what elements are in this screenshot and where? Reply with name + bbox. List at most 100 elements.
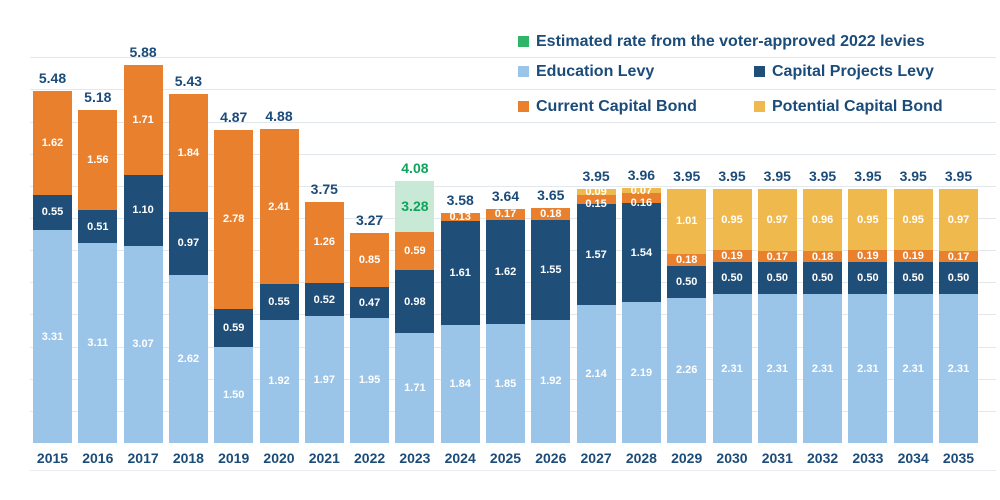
legend-label-estimated: Estimated rate from the voter-approved 2…	[536, 33, 925, 50]
total-label-2032: 3.95	[808, 168, 837, 184]
bar-segment-current-capital-bond-2020	[259, 129, 299, 285]
total-label-2017: 5.88	[129, 43, 157, 60]
bar-value-label-capital-projects-2025: 1.62	[494, 265, 517, 278]
year-label-2028: 2028	[625, 450, 657, 466]
bar-segment-education-2034	[893, 294, 933, 443]
bar-value-label-current-capital-bond-2031: 0.17	[766, 250, 788, 263]
bar-segment-potential-capital-bond-2030	[712, 189, 752, 251]
bar-segment-capital-projects-2026	[531, 219, 571, 320]
bar-segment-education-2027	[576, 305, 616, 443]
bar-value-label-capital-projects-2035: 0.50	[947, 272, 970, 285]
bar-value-label-current-capital-bond-2022: 0.85	[358, 254, 381, 267]
bar-segment-education-2031	[757, 294, 797, 443]
year-label-2034: 2034	[897, 450, 929, 466]
bar-value-label-education-2026: 1.92	[540, 375, 562, 388]
gridline	[30, 186, 996, 187]
bar-segment-capital-projects-2028	[621, 203, 661, 303]
bar-value-label-capital-projects-2027: 1.57	[585, 248, 607, 261]
total-label-2019: 4.87	[220, 108, 248, 125]
year-label-2016: 2016	[82, 450, 114, 466]
bar-value-label-potential-capital-bond-2027: 0.09	[585, 185, 607, 198]
year-label-2017: 2017	[127, 450, 159, 466]
bar-segment-potential-capital-bond-2027	[576, 189, 616, 195]
total-label-2031: 3.95	[763, 168, 791, 184]
gridline	[30, 154, 996, 155]
bar-segment-capital-projects-2024	[440, 221, 480, 325]
total-label-2024: 3.58	[446, 191, 474, 208]
bar-value-label-current-capital-bond-2019: 2.78	[222, 213, 245, 226]
bar-segment-current-capital-bond-2021	[304, 201, 344, 283]
bar-segment-current-capital-bond-2028	[621, 192, 661, 204]
bar-value-label-current-capital-bond-2020: 2.41	[268, 200, 290, 213]
bar-value-label-education-2028: 2.19	[630, 366, 653, 379]
year-label-2033: 2033	[852, 450, 884, 466]
legend-label-capital-projects: Capital Projects Levy	[772, 63, 934, 80]
legend-label-current-bond: Current Capital Bond	[536, 98, 697, 115]
potential-bond-legend-swatch-icon	[754, 101, 765, 112]
bar-segment-current-capital-bond-2016	[78, 109, 118, 211]
year-label-2020: 2020	[263, 450, 295, 466]
year-label-2022: 2022	[354, 450, 386, 466]
bar-segment-education-2030	[712, 294, 752, 443]
estimated-legend-swatch-icon	[518, 36, 529, 47]
bar-segment-potential-capital-bond-2029	[667, 189, 707, 254]
bar-segment-capital-projects-2031	[757, 262, 797, 295]
bar-value-label-education-2030: 2.31	[721, 362, 743, 375]
bar-segment-capital-projects-2030	[712, 262, 752, 295]
bar-value-label-current-capital-bond-2030: 0.19	[721, 250, 743, 263]
total-label-2027: 3.95	[582, 168, 610, 184]
bar-segment-education-2025	[486, 324, 525, 443]
year-label-2026: 2026	[535, 450, 567, 466]
total-label-2016: 5.18	[84, 88, 112, 105]
bar-value-label-capital-projects-2016: 0.51	[87, 220, 109, 233]
bar-value-label-current-capital-bond-2024: 0.13	[449, 210, 471, 223]
bar-value-label-capital-projects-2017: 1.10	[132, 204, 154, 217]
bar-value-label-current-capital-bond-2027: 0.15	[585, 197, 607, 210]
bar-segment-education-2020	[259, 319, 299, 443]
bar-value-label-current-capital-bond-2017: 1.71	[132, 113, 154, 126]
bar-segment-current-capital-bond-2031	[757, 251, 797, 263]
year-label-2025: 2025	[489, 450, 522, 466]
year-label-2032: 2032	[807, 450, 839, 466]
bar-value-label-current-capital-bond-2016: 1.56	[87, 154, 109, 167]
bar-segment-current-capital-bond-2025	[486, 208, 525, 220]
bar-value-label-education-2023: 1.71	[404, 382, 426, 395]
bar-segment-education-2019	[214, 346, 254, 443]
bar-value-label-current-capital-bond-2023: 0.59	[404, 245, 426, 258]
year-label-2023: 2023	[399, 450, 431, 466]
bar-value-label-current-capital-bond-2025: 0.17	[494, 208, 517, 221]
bar-value-label-current-capital-bond-2026: 0.18	[540, 208, 562, 221]
bar-segment-education-2016	[78, 243, 118, 443]
bar-segment-education-2033	[848, 294, 888, 443]
bar-segment-capital-projects-2023	[395, 270, 435, 334]
bar-value-label-current-capital-bond-2021: 1.26	[313, 236, 335, 249]
bar-value-label-current-capital-bond-2015: 1.62	[41, 136, 64, 149]
bar-segment-capital-projects-2027	[576, 204, 616, 306]
total-label-2020: 4.88	[265, 108, 293, 125]
current-bond-legend-swatch-icon	[518, 101, 529, 112]
bar-value-label-education-2018: 2.62	[177, 352, 200, 365]
gridline	[30, 57, 996, 58]
bar-value-label-capital-projects-2028: 1.54	[630, 246, 653, 259]
bar-value-label-capital-projects-2034: 0.50	[902, 272, 924, 285]
bar-segment-capital-projects-2020	[259, 284, 299, 320]
total-label-2022: 3.27	[355, 211, 384, 228]
bar-value-label-education-2019: 1.50	[222, 388, 245, 401]
bar-segment-current-capital-bond-2018	[168, 93, 208, 213]
bar-value-label-potential-capital-bond-2032: 0.96	[811, 213, 834, 226]
total-label-2033: 3.95	[854, 168, 882, 184]
bar-value-label-education-2022: 1.95	[358, 374, 381, 387]
year-label-2027: 2027	[580, 450, 612, 466]
bar-segment-capital-projects-2035	[939, 262, 978, 295]
bar-value-label-capital-projects-2022: 0.47	[358, 296, 381, 309]
gridline	[30, 122, 996, 123]
bar-segment-potential-capital-bond-2034	[893, 189, 933, 251]
bar-value-label-education-2025: 1.85	[494, 377, 517, 390]
bar-segment-potential-capital-bond-2035	[939, 189, 978, 252]
bar-value-label-education-2033: 2.31	[857, 362, 879, 375]
bar-value-label-education-2029: 2.26	[675, 364, 698, 377]
bar-value-label-capital-projects-2015: 0.55	[41, 206, 64, 219]
year-label-2035: 2035	[942, 450, 975, 466]
education-legend-swatch-icon	[518, 66, 529, 77]
bar-segment-capital-projects-2015	[33, 194, 72, 231]
